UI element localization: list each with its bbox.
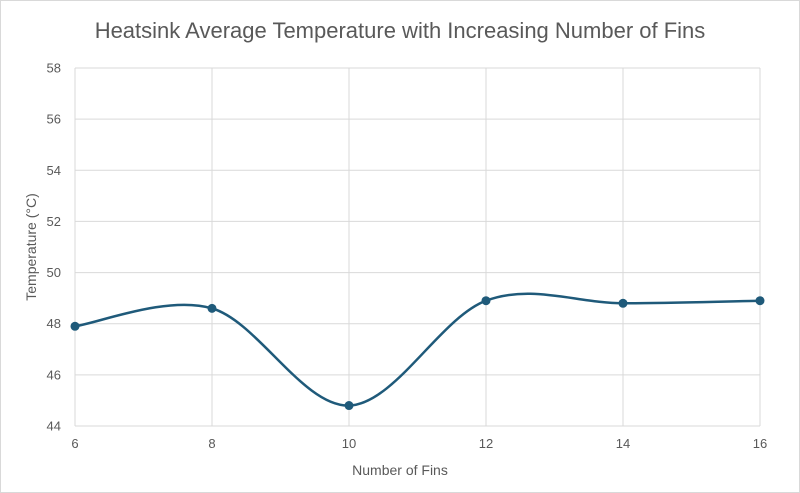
x-tick-label: 12 [479,436,493,451]
data-point [70,321,80,331]
y-axis-tick-labels: 44 46 48 50 52 54 56 58 [47,61,61,434]
y-tick-label: 46 [47,367,61,382]
y-tick-label: 44 [47,419,61,434]
series-line [74,292,761,407]
x-axis-title: Number of Fins [352,462,448,478]
y-tick-label: 58 [47,61,61,76]
y-axis-title: Temperature (°C) [23,193,39,301]
x-tick-label: 10 [342,436,356,451]
x-tick-label: 14 [616,436,630,451]
data-point [344,401,354,411]
x-tick-label: 6 [71,436,78,451]
y-tick-label: 56 [47,112,61,127]
data-point [207,303,217,313]
data-point [618,298,628,308]
data-point [481,296,491,306]
x-tick-label: 8 [208,436,215,451]
x-axis-tick-labels: 6 8 10 12 14 16 [71,436,767,451]
x-tick-label: 16 [753,436,767,451]
y-tick-label: 54 [47,163,61,178]
chart-title: Heatsink Average Temperature with Increa… [95,18,706,43]
y-tick-label: 50 [47,265,61,280]
data-point [755,296,765,306]
gridlines [74,67,761,427]
y-tick-label: 52 [47,214,61,229]
series-group [70,292,765,411]
y-tick-label: 48 [47,316,61,331]
